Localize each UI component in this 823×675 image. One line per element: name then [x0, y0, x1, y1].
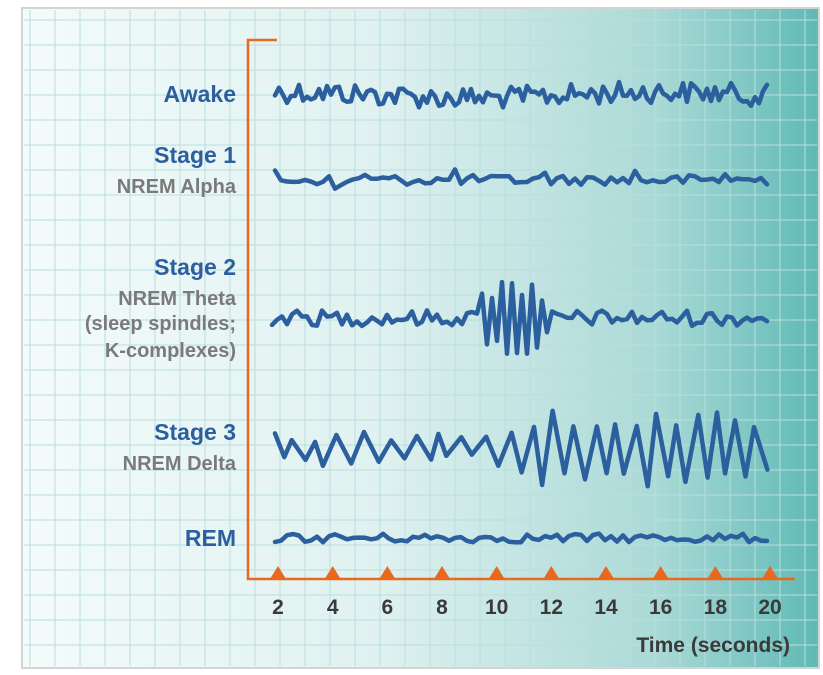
x-tick-mark [488, 566, 505, 579]
axis-line [246, 38, 795, 581]
x-tick-label: 4 [327, 596, 339, 619]
waves [269, 79, 770, 545]
x-tick-mark [652, 566, 669, 579]
stage-label: REM [185, 525, 236, 551]
x-ticks: 2 4 6 8 10 12 14 16 18 20 [270, 566, 782, 619]
x-tick-label: 12 [540, 596, 563, 619]
stage-sublabel: (sleep spindles; [85, 313, 236, 335]
stage-sublabel: NREM Alpha [117, 176, 237, 198]
x-tick-mark [434, 566, 450, 579]
x-tick-label: 16 [649, 596, 672, 619]
stage-sublabel: NREM Theta [118, 288, 237, 310]
wave-awake [272, 79, 770, 110]
stage-labels: Awake Stage 1 NREM Alpha Stage 2 NREM Theta (… [85, 81, 237, 551]
wave-stage-1 [272, 167, 770, 191]
x-tick-mark [270, 566, 286, 579]
x-tick-mark [762, 566, 778, 579]
x-tick-label: 20 [758, 596, 781, 619]
x-tick-label: 18 [704, 596, 728, 619]
x-tick-label: 6 [381, 596, 393, 619]
chart-frame [21, 7, 820, 669]
stage-label: Stage 1 [154, 142, 236, 168]
stage-sublabel: NREM Delta [123, 453, 237, 475]
x-axis-title: Time (seconds) [636, 634, 790, 657]
x-tick-mark [707, 566, 724, 579]
stage-label: Awake [164, 81, 236, 107]
x-tick-label: 14 [594, 596, 618, 619]
x-tick-mark [598, 566, 614, 579]
x-tick-label: 8 [436, 596, 448, 619]
wave-stage-3 [272, 408, 770, 489]
x-tick-label: 2 [272, 596, 284, 619]
stage-sublabel: K-complexes) [105, 340, 236, 362]
wave-stage-2 [269, 279, 770, 356]
stage-label: Stage 3 [154, 419, 236, 445]
x-tick-label: 10 [485, 596, 508, 619]
stage-label: Stage 2 [154, 254, 236, 280]
x-tick-mark [379, 566, 396, 579]
x-tick-mark [543, 566, 560, 579]
time-axis [246, 38, 795, 581]
wave-rem [272, 531, 770, 545]
x-tick-mark [324, 566, 341, 579]
